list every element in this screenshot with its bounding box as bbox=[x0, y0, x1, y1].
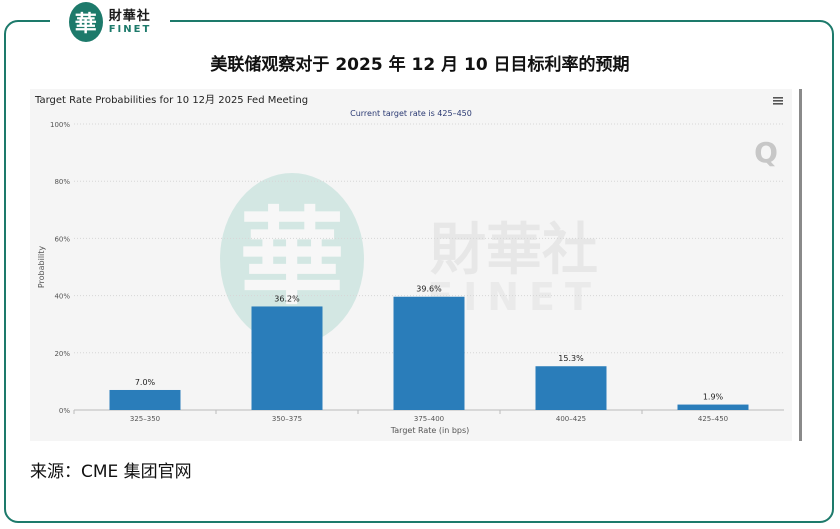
bar[interactable] bbox=[109, 389, 181, 410]
data-label: 36.2% bbox=[274, 294, 300, 303]
y-tick-label: 80% bbox=[54, 178, 70, 186]
chart-title: Target Rate Probabilities for 10 12月 202… bbox=[34, 94, 308, 106]
watermark-logo-char: 華 bbox=[239, 195, 344, 319]
bar[interactable] bbox=[677, 404, 749, 410]
y-tick-label: 100% bbox=[50, 121, 70, 129]
scrollbar[interactable] bbox=[799, 89, 802, 441]
source-note: 来源：CME 集团官网 bbox=[30, 462, 192, 482]
data-label: 1.9% bbox=[703, 393, 724, 402]
data-label: 7.0% bbox=[135, 378, 156, 387]
brand-name-cn: 財華社 bbox=[108, 8, 151, 24]
y-tick-label: 20% bbox=[54, 350, 70, 358]
card-frame bbox=[4, 20, 834, 523]
watermark-name-cn: 財華社 bbox=[430, 218, 598, 283]
x-axis-label: Target Rate (in bps) bbox=[390, 426, 470, 435]
hamburger-menu-icon[interactable] bbox=[773, 97, 783, 105]
page-title: 美联储观察对于 2025 年 12 月 10 日目标利率的预期 bbox=[210, 55, 630, 75]
y-tick-label: 60% bbox=[54, 235, 70, 243]
x-tick-label: 425–450 bbox=[698, 415, 728, 423]
bar[interactable] bbox=[393, 296, 465, 410]
watermark-logo-badge bbox=[220, 173, 364, 345]
brand-logo: 華 財華社 FINET bbox=[50, 0, 170, 44]
chart-logo-q-icon: Q bbox=[754, 136, 778, 169]
bar[interactable] bbox=[535, 366, 607, 410]
brand-name-en: FINET bbox=[108, 23, 152, 35]
chart-panel: 華 財華社 FINET Target Rate Probabilities fo… bbox=[30, 89, 792, 441]
x-tick-label: 325–350 bbox=[130, 415, 160, 423]
chart-subtitle: Current target rate is 425–450 bbox=[350, 109, 472, 118]
data-label: 15.3% bbox=[558, 354, 584, 363]
watermark: 華 財華社 FINET bbox=[220, 173, 598, 345]
y-tick-label: 40% bbox=[54, 293, 70, 301]
x-tick-label: 350–375 bbox=[272, 415, 302, 423]
x-tick-label: 400–425 bbox=[556, 415, 586, 423]
bar[interactable] bbox=[251, 306, 323, 410]
brand-badge-icon: 華 bbox=[68, 2, 103, 42]
data-label: 39.6% bbox=[416, 285, 442, 294]
x-tick-label: 375–400 bbox=[414, 415, 444, 423]
y-tick-label: 0% bbox=[59, 407, 70, 415]
svg-text:Q: Q bbox=[754, 136, 778, 169]
bar-chart: 華 財華社 FINET Target Rate Probabilities fo… bbox=[34, 94, 784, 435]
y-axis-label: Probability bbox=[37, 246, 46, 289]
